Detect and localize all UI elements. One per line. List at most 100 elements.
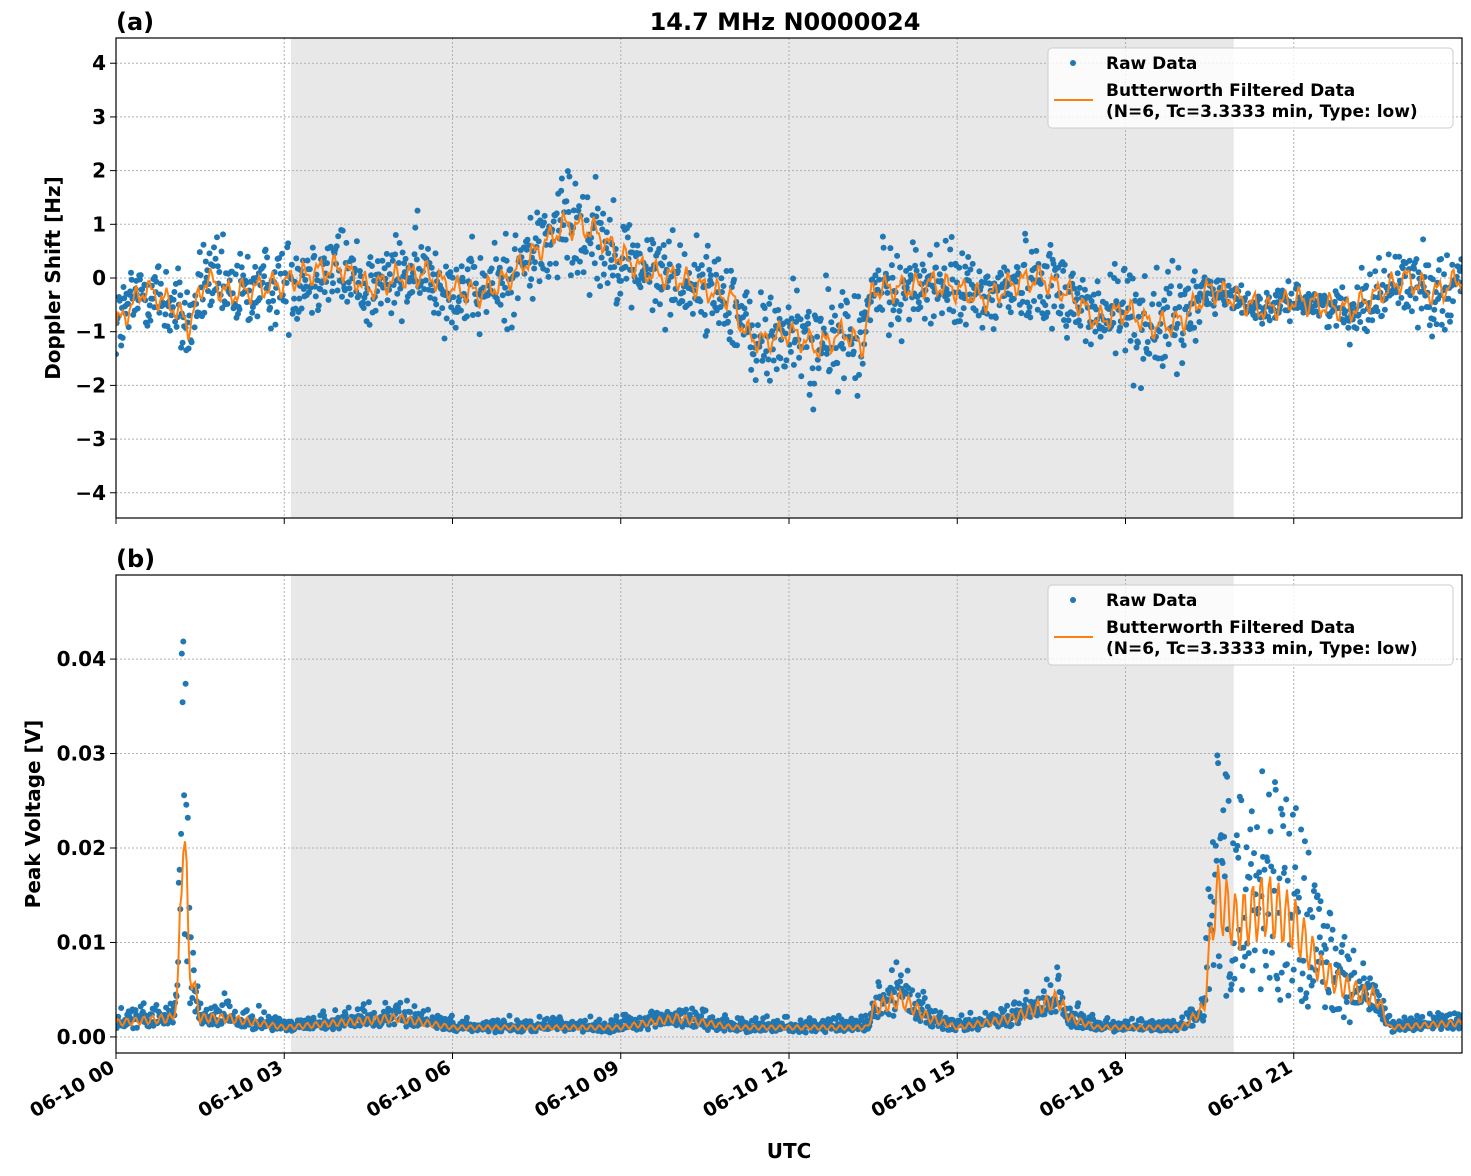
raw-data-point	[1266, 974, 1273, 981]
raw-data-point	[1311, 882, 1318, 889]
raw-data-point	[1376, 992, 1382, 999]
raw-data-point	[1385, 251, 1392, 258]
x-tick-label: 06-10 15	[867, 1056, 959, 1122]
raw-data-point	[592, 173, 599, 180]
raw-data-point	[875, 267, 882, 274]
raw-data-point	[760, 352, 767, 359]
x-tick-label: 06-10 21	[1204, 1056, 1296, 1122]
raw-data-point	[1095, 290, 1102, 297]
raw-data-point	[617, 290, 624, 297]
raw-data-point	[1419, 1013, 1426, 1020]
raw-data-point	[379, 257, 386, 264]
raw-data-point	[915, 299, 922, 306]
raw-data-point	[728, 267, 734, 274]
raw-data-point	[805, 308, 812, 315]
raw-data-point	[443, 263, 449, 270]
legend-box	[1047, 47, 1454, 129]
raw-data-point	[1303, 990, 1310, 997]
raw-data-point	[1187, 320, 1194, 327]
raw-data-point	[404, 298, 410, 305]
raw-data-point	[1262, 948, 1269, 955]
raw-data-point	[1294, 888, 1301, 895]
raw-data-point	[1161, 297, 1168, 304]
raw-data-point	[212, 255, 219, 262]
raw-data-point	[686, 300, 693, 307]
raw-data-point	[937, 1009, 944, 1016]
raw-data-point	[565, 209, 572, 215]
raw-data-point	[1215, 277, 1222, 284]
raw-data-point	[427, 294, 434, 301]
raw-data-point	[1135, 339, 1141, 346]
raw-data-point	[601, 260, 608, 267]
raw-data-point	[1090, 291, 1097, 298]
raw-data-point	[171, 289, 178, 295]
raw-data-point	[1413, 256, 1420, 263]
raw-data-point	[1340, 1014, 1347, 1021]
raw-data-point	[982, 1009, 989, 1016]
raw-data-point	[775, 307, 782, 313]
raw-data-point	[1263, 289, 1270, 296]
raw-data-point	[1233, 832, 1240, 839]
raw-data-point	[1060, 267, 1067, 274]
raw-data-point	[966, 291, 973, 298]
raw-data-point	[1346, 956, 1352, 963]
y-tick-label: −1	[75, 320, 106, 344]
raw-data-point	[757, 289, 764, 296]
raw-data-point	[908, 276, 915, 282]
raw-data-point	[1426, 322, 1433, 329]
raw-data-point	[1213, 857, 1220, 864]
raw-data-point	[840, 345, 847, 352]
raw-data-point	[660, 242, 667, 248]
raw-data-point	[886, 299, 893, 306]
raw-data-point	[596, 1016, 603, 1023]
raw-data-point	[526, 282, 533, 289]
raw-data-point	[1350, 947, 1357, 954]
raw-data-point	[1223, 992, 1230, 999]
raw-data-point	[1354, 284, 1361, 291]
raw-data-point	[151, 274, 158, 280]
raw-data-point	[1438, 256, 1445, 262]
raw-data-point	[190, 967, 197, 974]
raw-data-point	[1324, 923, 1331, 930]
raw-data-point	[1114, 278, 1121, 285]
raw-data-point	[497, 301, 504, 308]
raw-data-point	[360, 305, 367, 311]
raw-data-point	[425, 245, 431, 252]
raw-data-point	[1276, 875, 1283, 882]
raw-data-point	[566, 173, 573, 180]
raw-data-point	[1245, 950, 1252, 957]
raw-data-point	[880, 244, 887, 251]
raw-data-point	[457, 307, 464, 314]
raw-data-point	[802, 327, 809, 334]
raw-data-point	[1080, 1012, 1087, 1019]
raw-data-point	[1093, 306, 1100, 313]
raw-data-point	[965, 254, 972, 260]
raw-data-point	[1063, 323, 1070, 329]
raw-data-point	[536, 278, 543, 285]
raw-data-point	[845, 351, 852, 358]
raw-data-point	[435, 310, 442, 317]
raw-data-point	[208, 298, 215, 305]
raw-data-point	[249, 1013, 256, 1020]
raw-data-point	[1174, 320, 1181, 327]
raw-data-point	[562, 236, 569, 243]
raw-data-point	[146, 302, 153, 309]
raw-data-point	[321, 255, 327, 262]
raw-data-point	[1346, 341, 1353, 348]
raw-data-point	[746, 298, 753, 305]
raw-data-point	[1225, 282, 1232, 289]
raw-data-point	[815, 365, 822, 372]
raw-data-point	[763, 348, 770, 355]
raw-data-point	[675, 263, 682, 270]
raw-data-point	[1426, 304, 1433, 311]
raw-data-point	[527, 214, 534, 221]
raw-data-point	[586, 292, 593, 298]
raw-data-point	[532, 259, 538, 266]
raw-data-point	[1092, 328, 1099, 335]
raw-data-point	[650, 240, 657, 247]
raw-data-point	[119, 334, 126, 341]
raw-data-point	[1297, 986, 1304, 993]
raw-data-point	[127, 288, 134, 295]
raw-data-point	[531, 265, 538, 272]
raw-data-point	[649, 307, 656, 314]
